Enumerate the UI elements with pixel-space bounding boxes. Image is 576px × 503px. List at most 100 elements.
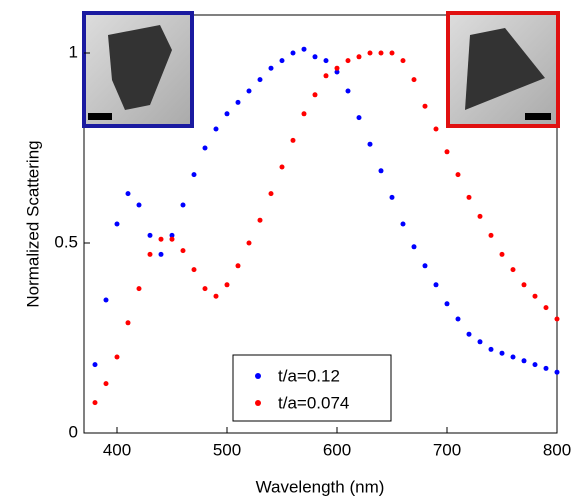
data-point (136, 202, 142, 208)
data-point (422, 103, 428, 109)
data-point (235, 263, 241, 269)
data-point (400, 58, 406, 64)
y-tick-label: 0 (69, 422, 78, 441)
legend-marker (255, 400, 261, 406)
data-point (389, 194, 395, 200)
data-point (312, 92, 318, 98)
data-point (345, 58, 351, 64)
y-tick-label: 1 (69, 42, 78, 61)
data-point (532, 362, 538, 368)
x-axis-label: Wavelength (nm) (256, 477, 385, 496)
data-point (554, 369, 560, 375)
data-point (499, 350, 505, 356)
data-point (499, 251, 505, 257)
data-point (444, 301, 450, 307)
data-point (191, 267, 197, 273)
data-point (356, 115, 362, 121)
data-point (488, 346, 494, 352)
data-point (411, 77, 417, 83)
plot-frame (83, 14, 558, 434)
data-point (180, 248, 186, 254)
data-point (356, 54, 362, 60)
data-point (279, 164, 285, 170)
data-point (114, 354, 120, 360)
data-point (147, 251, 153, 257)
data-point (158, 251, 164, 257)
data-point (224, 111, 230, 117)
data-point (510, 267, 516, 273)
data-point (268, 191, 274, 197)
data-point (543, 365, 549, 371)
data-point (202, 286, 208, 292)
data-point (521, 358, 527, 364)
data-point (444, 149, 450, 155)
inset-left (82, 11, 194, 128)
data-point (334, 69, 340, 75)
data-point (114, 221, 120, 227)
inset-right (446, 11, 560, 128)
x-tick-label: 600 (323, 440, 351, 459)
data-point (92, 400, 98, 406)
data-point (433, 126, 439, 132)
data-point (334, 65, 340, 71)
data-point (466, 194, 472, 200)
data-point (455, 316, 461, 322)
y-axis-label: Normalized Scattering (23, 140, 42, 307)
data-point (378, 168, 384, 174)
x-tick-label: 500 (213, 440, 241, 459)
data-point (213, 126, 219, 132)
data-point (257, 77, 263, 83)
data-point (345, 88, 351, 94)
data-point (433, 282, 439, 288)
data-point (169, 232, 175, 238)
data-point (301, 111, 307, 117)
data-point (213, 293, 219, 299)
data-point (367, 141, 373, 147)
data-point (158, 236, 164, 242)
data-point (180, 202, 186, 208)
data-point (367, 50, 373, 56)
legend: t/a=0.12 t/a=0.074 (232, 354, 392, 422)
data-point (191, 172, 197, 178)
data-point (257, 217, 263, 223)
data-point (279, 58, 285, 64)
data-point (301, 46, 307, 52)
data-point (103, 381, 109, 387)
data-point (147, 232, 153, 238)
data-point (477, 339, 483, 345)
data-point (323, 58, 329, 64)
data-point (202, 145, 208, 151)
data-point (136, 286, 142, 292)
data-point (521, 282, 527, 288)
data-point (290, 50, 296, 56)
data-point (554, 316, 560, 322)
data-point (378, 50, 384, 56)
data-point (268, 65, 274, 71)
x-tick-label: 400 (103, 440, 131, 459)
data-point (389, 50, 395, 56)
data-point (169, 236, 175, 242)
data-point (125, 191, 131, 197)
data-point (422, 263, 428, 269)
data-point (92, 362, 98, 368)
data-point (510, 354, 516, 360)
data-point (543, 305, 549, 311)
data-point (411, 244, 417, 250)
data-point (532, 293, 538, 299)
data-point (224, 282, 230, 288)
y-tick-label: 0.5 (54, 232, 78, 251)
data-point (477, 213, 483, 219)
data-point (246, 240, 252, 246)
x-tick-label: 700 (433, 440, 461, 459)
legend-marker (255, 373, 261, 379)
data-point (466, 331, 472, 337)
data-point (400, 221, 406, 227)
data-point (235, 99, 241, 105)
data-point (312, 54, 318, 60)
data-point (103, 297, 109, 303)
x-tick-label: 800 (543, 440, 571, 459)
data-point (488, 232, 494, 238)
legend-label: t/a=0.12 (278, 366, 340, 385)
data-point (455, 172, 461, 178)
